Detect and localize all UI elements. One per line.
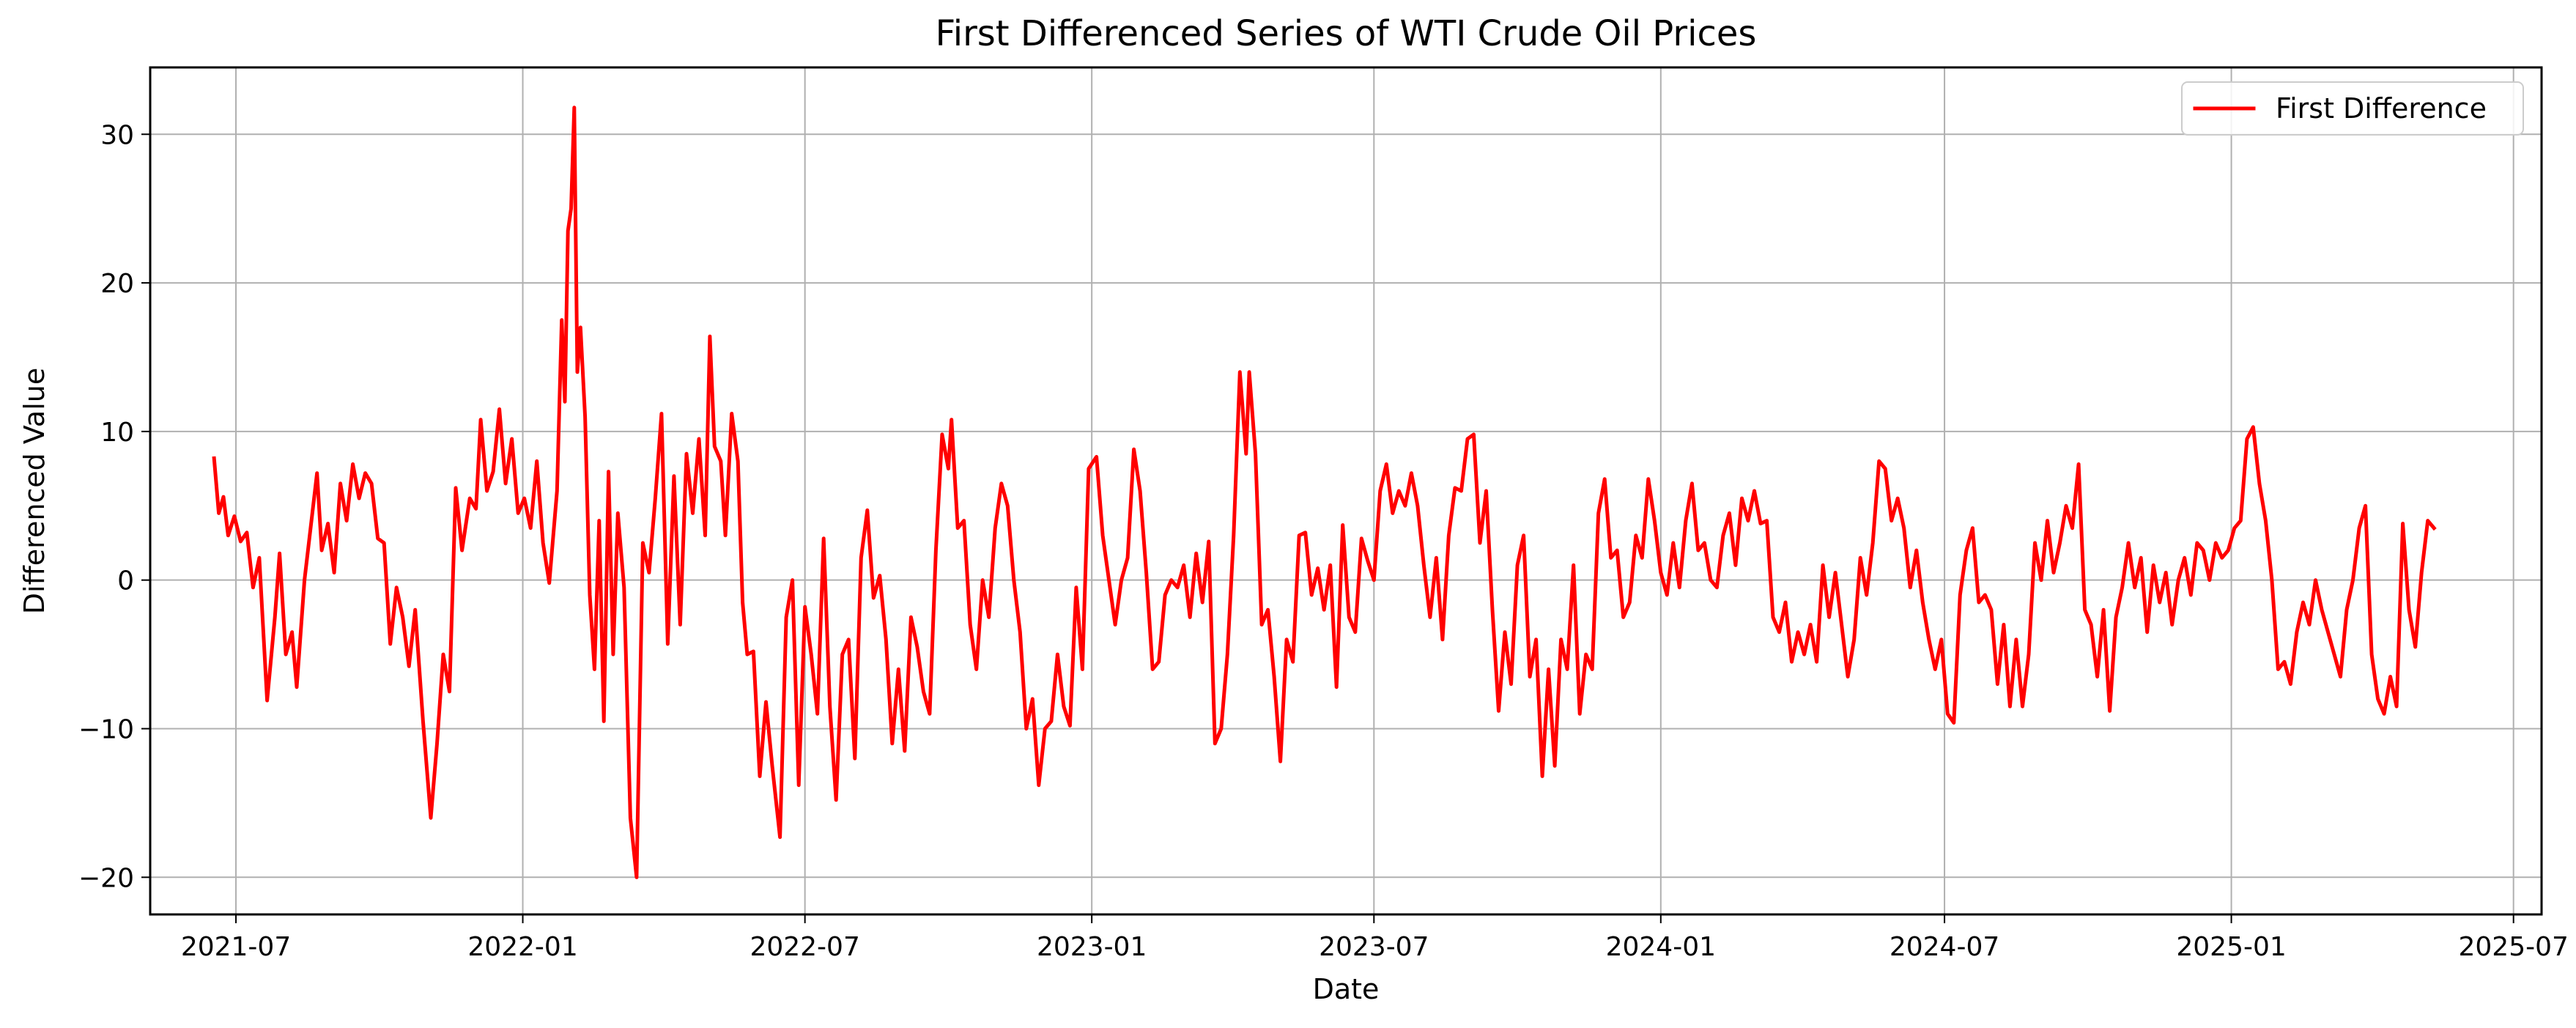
legend-label: First Difference — [2276, 92, 2487, 125]
x-axis-label: Date — [1313, 973, 1380, 1005]
y-axis: −20 −10 0 10 20 30 — [78, 120, 150, 893]
x-tick-label: 2022-01 — [467, 932, 577, 962]
chart-title: First Differenced Series of WTI Crude Oi… — [936, 13, 1757, 54]
plot-frame — [149, 66, 2543, 916]
y-axis-label: Differenced Value — [18, 368, 51, 614]
x-tick-label: 2022-07 — [750, 932, 859, 962]
x-tick-label: 2025-07 — [2458, 932, 2568, 962]
x-tick-label: 2024-07 — [1890, 932, 1999, 962]
x-axis: 2021-07 2022-01 2022-07 2023-01 2023-07 2024-… — [181, 914, 2569, 962]
legend-box — [2181, 81, 2524, 136]
x-tick-label: 2023-07 — [1319, 932, 1429, 962]
y-tick-label: 0 — [117, 566, 134, 596]
y-tick-label: −10 — [78, 714, 134, 744]
y-tick-label: 30 — [100, 120, 134, 150]
series-line — [212, 106, 2437, 879]
x-tick-label: 2021-07 — [181, 932, 291, 962]
x-tick-label: 2025-01 — [2176, 932, 2286, 962]
x-tick-label: 2023-01 — [1037, 932, 1147, 962]
y-tick-label: 20 — [100, 269, 134, 299]
legend: First Difference — [2181, 81, 2524, 136]
series-layer — [212, 106, 2437, 879]
y-tick-label: 10 — [100, 418, 134, 448]
y-tick-label: −20 — [78, 863, 134, 893]
x-tick-label: 2024-01 — [1606, 932, 1716, 962]
